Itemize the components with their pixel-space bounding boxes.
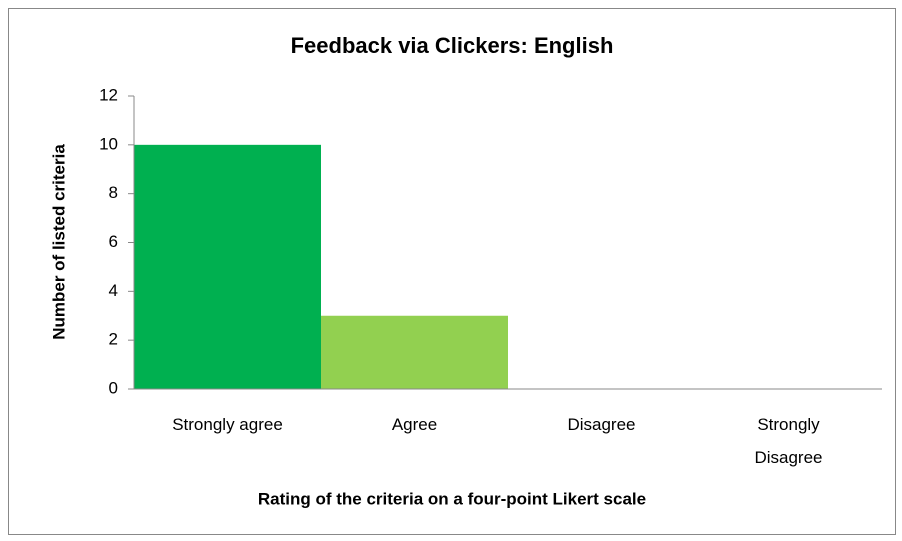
bar	[134, 144, 321, 389]
y-tick-label: 10	[99, 134, 118, 153]
y-tick-label: 0	[109, 378, 118, 397]
y-tick-label: 4	[109, 281, 118, 300]
x-tick-label: Agree	[391, 415, 438, 434]
y-axis-label: Number of listed criteria	[49, 144, 68, 340]
x-tick-label: Strongly Disagree	[754, 415, 823, 467]
x-axis-label: Rating of the criteria on a four-point L…	[258, 489, 646, 508]
x-tick-label: Disagree	[567, 415, 636, 434]
y-tick-label: 12	[99, 85, 118, 104]
chart-title: Feedback via Clickers: English	[291, 33, 614, 58]
bar	[321, 315, 508, 389]
y-tick-label: 2	[109, 330, 118, 349]
x-tick-label: Strongly agree	[172, 415, 283, 434]
y-tick-label: 8	[109, 183, 118, 202]
y-tick-label: 6	[109, 232, 118, 251]
